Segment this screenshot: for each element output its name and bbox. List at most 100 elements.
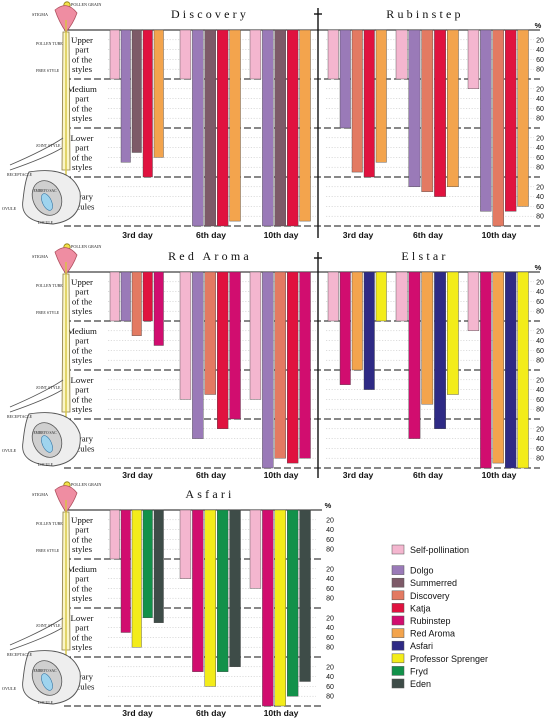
zone-label: locules	[70, 443, 95, 453]
bar	[447, 29, 459, 188]
zone-label: part	[75, 623, 89, 633]
legend: Self-pollination Dolgo Summerred Discovery K…	[391, 544, 488, 689]
day-label: 3rd day	[122, 470, 153, 480]
zone-label: locules	[70, 201, 95, 211]
free-style-label: FREE STYLE	[36, 310, 60, 315]
zone-label: of the	[72, 632, 92, 642]
bar	[395, 29, 408, 80]
day-label: 6th day	[196, 470, 226, 480]
zone-label: styles	[72, 404, 93, 414]
percent-label: %	[325, 501, 332, 510]
y-tick-label: 80	[536, 407, 544, 414]
y-tick-label: 60	[536, 204, 544, 211]
day-label: 6th day	[196, 708, 226, 718]
bar	[517, 271, 529, 469]
bar	[421, 271, 434, 405]
receptacle-label: RECEPTACLE	[7, 172, 33, 177]
zone-label: Lower	[71, 133, 94, 143]
receptacle-line-icon	[9, 147, 63, 171]
zone-label: of the	[72, 345, 92, 355]
legend-label: Dolgo	[410, 566, 434, 576]
stigma-icon	[54, 5, 78, 33]
bar	[192, 509, 204, 672]
bar	[492, 29, 504, 227]
zone-label: styles	[72, 642, 93, 652]
bar	[249, 29, 262, 80]
bar	[434, 29, 446, 197]
ovule-label: OVULE	[2, 686, 17, 691]
legend-label: Professor Sprenger	[410, 654, 488, 664]
bar	[131, 271, 142, 336]
bar	[517, 29, 529, 207]
y-tick-label: 40	[326, 674, 334, 681]
bar	[408, 29, 421, 188]
y-tick-label: 60	[326, 635, 334, 642]
receptacle-label: RECEPTACLE	[7, 414, 33, 419]
day-label: 10th day	[264, 470, 299, 480]
percent-label: %	[535, 263, 542, 272]
bar	[204, 509, 216, 687]
bar	[153, 271, 164, 346]
receptacle-line-icon	[9, 137, 64, 166]
embryo-sac-label: EMBRYO SAC	[33, 431, 57, 435]
y-tick-label: 40	[536, 289, 544, 296]
legend-swatch	[391, 678, 405, 689]
locule-label: LOCULE	[38, 221, 54, 225]
bar	[179, 29, 192, 80]
y-tick-label: 60	[326, 586, 334, 593]
zone-label: of the	[72, 54, 92, 64]
embryo-sac-icon	[41, 673, 53, 691]
bar	[216, 29, 229, 227]
zone-label: Upper	[71, 35, 93, 45]
panel-title: Asfari	[185, 487, 234, 501]
bar	[192, 271, 204, 439]
bar	[299, 271, 311, 459]
legend-label: Rubinstep	[410, 616, 451, 626]
stigma-label: STIGMA	[32, 492, 48, 497]
legend-swatch	[391, 615, 405, 626]
bar	[351, 271, 363, 371]
zone-label: of the	[72, 103, 92, 113]
legend-swatch	[391, 653, 405, 664]
y-tick-label: 80	[536, 165, 544, 172]
legend-label: Red Aroma	[410, 629, 455, 639]
legend-swatch	[391, 577, 405, 588]
zone-label: part	[75, 336, 89, 346]
zone-label: locules	[70, 681, 95, 691]
legend-swatch	[391, 544, 405, 555]
bar	[363, 271, 375, 390]
bar	[395, 271, 408, 322]
y-tick-label: 60	[326, 537, 334, 544]
y-tick-label: 60	[536, 348, 544, 355]
y-tick-label: 80	[326, 596, 334, 603]
pollen-tube-label: POLLEN TUBE	[36, 521, 63, 526]
bar	[142, 509, 153, 619]
bar	[216, 271, 229, 430]
y-tick-label: 40	[326, 527, 334, 534]
zone-label: Lower	[71, 613, 94, 623]
bar	[109, 29, 120, 80]
y-tick-label: 80	[536, 116, 544, 123]
bar	[351, 29, 363, 173]
zone-label: part	[75, 287, 89, 297]
legend-swatch	[391, 603, 405, 613]
y-tick-label: 80	[536, 309, 544, 316]
bar	[120, 509, 131, 633]
free-style-label: FREE STYLE	[36, 68, 60, 73]
zone-label: Medium	[67, 326, 97, 336]
bar	[287, 271, 299, 464]
bar	[274, 29, 286, 227]
legend-label: Summerred	[410, 578, 457, 588]
bar	[142, 271, 153, 322]
bar	[327, 271, 339, 322]
stigma-label: STIGMA	[32, 254, 48, 259]
legend-swatch	[391, 565, 405, 575]
pollen-grain-label: POLLEN GRAIN	[71, 482, 101, 487]
bar	[153, 29, 164, 158]
bar	[339, 271, 351, 385]
y-tick-label: 20	[536, 86, 544, 93]
y-tick-label: 60	[536, 397, 544, 404]
joint-style-label: JOINT STYLE	[36, 623, 61, 628]
ovule-label: OVULE	[2, 448, 17, 453]
